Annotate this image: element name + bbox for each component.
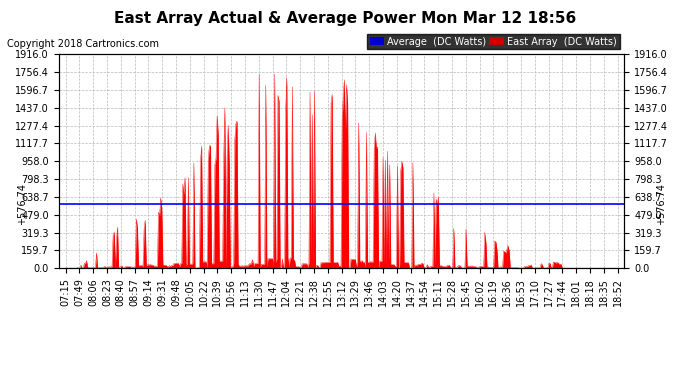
Legend: Average  (DC Watts), East Array  (DC Watts): Average (DC Watts), East Array (DC Watts…	[367, 34, 620, 50]
Text: +576.74: +576.74	[17, 183, 27, 225]
Text: Copyright 2018 Cartronics.com: Copyright 2018 Cartronics.com	[7, 39, 159, 50]
Text: +576.74: +576.74	[656, 183, 667, 225]
Text: East Array Actual & Average Power Mon Mar 12 18:56: East Array Actual & Average Power Mon Ma…	[114, 11, 576, 26]
